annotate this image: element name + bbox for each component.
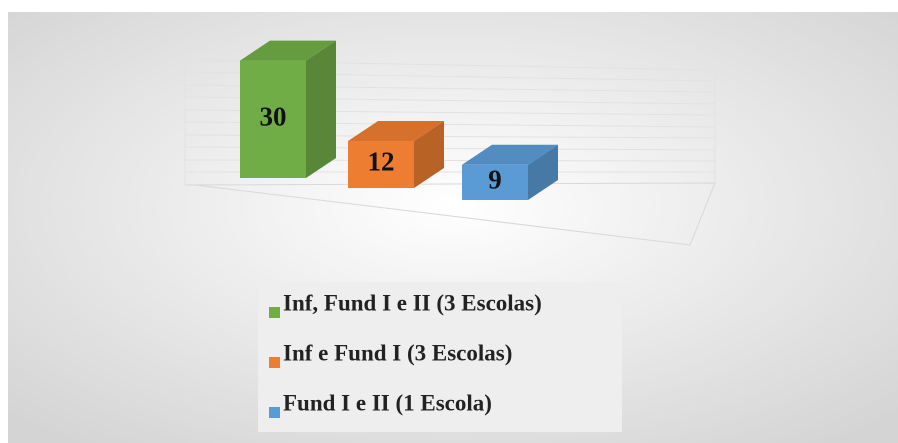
legend-label: Fund I e II (1 Escola) xyxy=(283,390,492,415)
bars: 30 12 9 xyxy=(240,40,558,200)
bar-side xyxy=(306,40,336,179)
data-label: 9 xyxy=(488,165,502,195)
bar xyxy=(240,60,306,179)
bar-top xyxy=(348,121,444,142)
legend-box xyxy=(258,282,622,432)
bar-side xyxy=(528,144,558,200)
bar xyxy=(348,141,414,188)
legend: Inf, Fund I e II (3 Escolas) Inf e Fund I… xyxy=(269,290,542,418)
legend-swatch xyxy=(269,357,280,368)
data-label: 12 xyxy=(368,147,395,177)
bar-top xyxy=(462,144,558,165)
legend-swatch xyxy=(269,307,280,318)
bar xyxy=(462,164,528,200)
bar-top xyxy=(240,40,336,61)
legend-label: Inf e Fund I (3 Escolas) xyxy=(283,340,512,365)
bar-side xyxy=(414,121,444,188)
legend-label: Inf, Fund I e II (3 Escolas) xyxy=(283,290,542,315)
legend-swatch xyxy=(269,407,280,418)
data-label: 30 xyxy=(260,101,287,131)
